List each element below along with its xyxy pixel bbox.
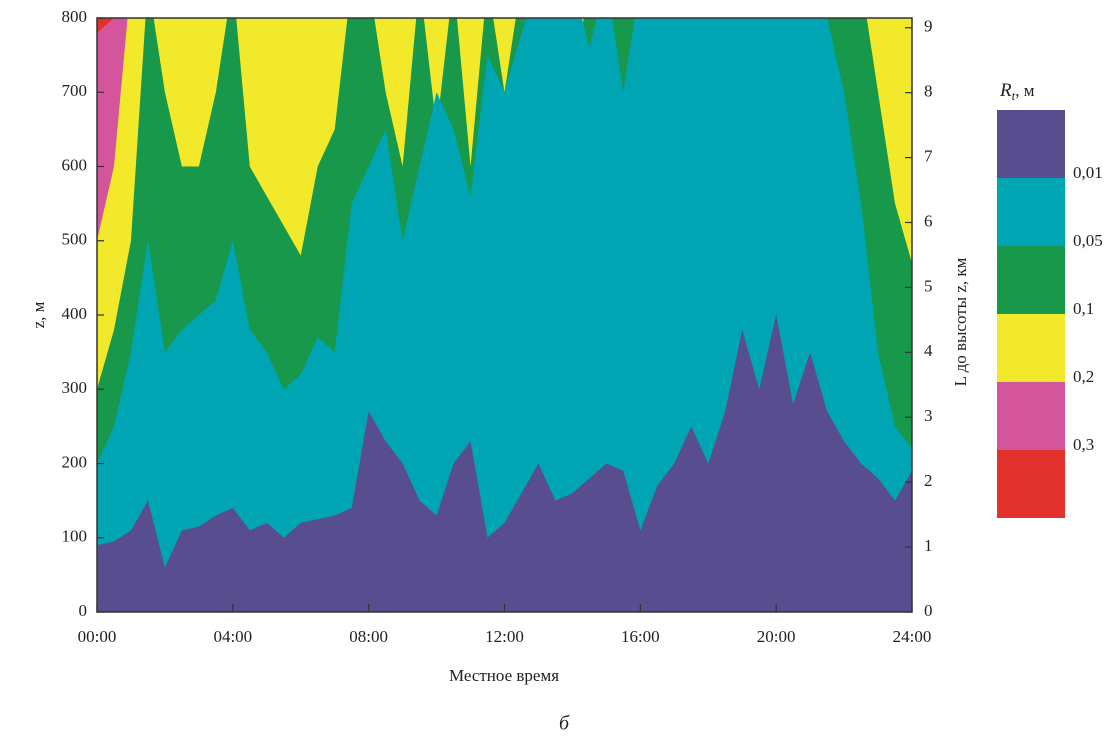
y-tick-label: 800 — [62, 7, 88, 26]
y-tick-label: 200 — [62, 452, 88, 471]
legend-title-unit: , м — [1015, 81, 1035, 100]
caption: б — [559, 713, 570, 735]
legend-title-symbol: R — [999, 80, 1012, 101]
y2-axis-label: L до высоты z, км — [951, 257, 970, 386]
y-tick-label: 300 — [62, 378, 88, 397]
y-tick-label: 400 — [62, 304, 88, 323]
y2-tick-label: 9 — [924, 17, 933, 36]
x-tick-label: 24:00 — [893, 627, 932, 646]
y2-tick-label: 5 — [924, 276, 933, 295]
legend-label: 0,2 — [1073, 367, 1094, 386]
x-tick-label: 20:00 — [757, 627, 796, 646]
y2-tick-label: 7 — [924, 146, 933, 165]
legend-swatch — [997, 178, 1065, 246]
y-tick-label: 500 — [62, 230, 88, 249]
y2-tick-label: 0 — [924, 601, 933, 620]
y-tick-label: 700 — [62, 81, 88, 100]
legend-title: Rt, м — [999, 80, 1035, 103]
y2-tick-label: 4 — [924, 341, 933, 360]
legend-label: 0,01 — [1073, 163, 1103, 182]
y-tick-label: 100 — [62, 527, 88, 546]
y2-tick-label: 8 — [924, 82, 933, 101]
y-axis-label: z, м — [29, 301, 48, 328]
y-tick-label: 0 — [79, 601, 88, 620]
x-tick-label: 00:00 — [78, 627, 117, 646]
legend-title-sub: t — [1012, 88, 1016, 103]
y2-tick-label: 6 — [924, 211, 933, 230]
x-axis-label: Местное время — [449, 666, 559, 685]
legend-swatch — [997, 246, 1065, 314]
y-tick-label: 600 — [62, 155, 88, 174]
legend-swatch — [997, 110, 1065, 178]
contour-band — [97, 315, 912, 612]
legend-label: 0,3 — [1073, 435, 1094, 454]
legend-label: 0,05 — [1073, 231, 1103, 250]
legend-swatch — [997, 382, 1065, 450]
x-tick-label: 12:00 — [485, 627, 524, 646]
x-tick-label: 16:00 — [621, 627, 660, 646]
legend-swatch-top — [997, 450, 1065, 518]
plot-area — [97, 18, 912, 612]
y2-tick-label: 3 — [924, 406, 933, 425]
x-tick-label: 08:00 — [349, 627, 388, 646]
y2-tick-label: 2 — [924, 471, 933, 490]
x-tick-label: 04:00 — [213, 627, 252, 646]
legend-swatch — [997, 314, 1065, 382]
y2-tick-label: 1 — [924, 536, 933, 555]
legend-label: 0,1 — [1073, 299, 1094, 318]
